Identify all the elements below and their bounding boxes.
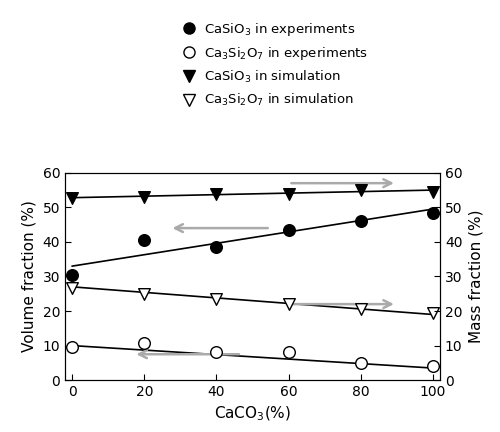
Point bbox=[356, 218, 364, 225]
Point bbox=[212, 348, 220, 355]
Point bbox=[68, 344, 76, 351]
Point bbox=[68, 271, 76, 278]
Y-axis label: Mass fraction (%): Mass fraction (%) bbox=[468, 210, 483, 343]
Point bbox=[68, 284, 76, 291]
Point bbox=[284, 226, 292, 233]
Point bbox=[140, 291, 148, 298]
Point bbox=[212, 244, 220, 251]
Point bbox=[284, 301, 292, 308]
Point bbox=[356, 359, 364, 366]
Point bbox=[284, 348, 292, 355]
Point bbox=[68, 194, 76, 201]
Point bbox=[429, 188, 437, 195]
Point bbox=[429, 309, 437, 316]
X-axis label: CaCO$_3$(%): CaCO$_3$(%) bbox=[214, 405, 291, 423]
Point bbox=[212, 295, 220, 302]
Point bbox=[140, 340, 148, 346]
Legend: CaSiO$_3$ in experiments, Ca$_3$Si$_2$O$_7$ in experiments, CaSiO$_3$ in simulat: CaSiO$_3$ in experiments, Ca$_3$Si$_2$O$… bbox=[177, 15, 373, 114]
Y-axis label: Volume fraction (%): Volume fraction (%) bbox=[22, 200, 37, 353]
Point bbox=[429, 209, 437, 216]
Point bbox=[429, 363, 437, 370]
Point bbox=[212, 190, 220, 197]
Point bbox=[284, 190, 292, 197]
Point bbox=[140, 194, 148, 200]
Point bbox=[140, 237, 148, 244]
Point bbox=[356, 306, 364, 313]
Point bbox=[356, 187, 364, 194]
